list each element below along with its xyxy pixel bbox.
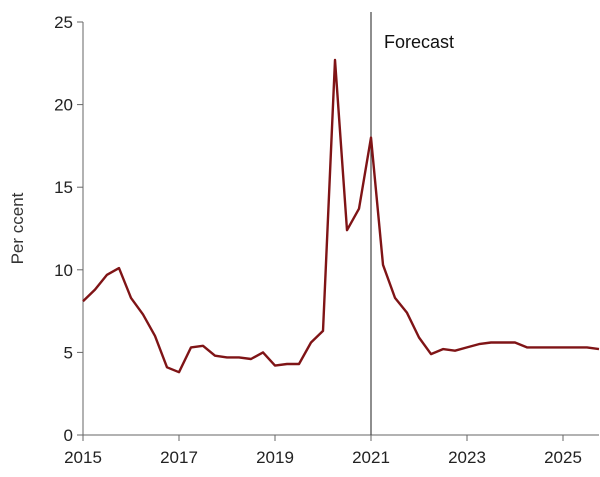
y-tick-label: 5: [64, 343, 73, 362]
y-tick-label: 0: [64, 426, 73, 445]
x-tick-label: 2019: [256, 448, 294, 467]
x-tick-label: 2017: [160, 448, 198, 467]
x-tick-label: 2021: [352, 448, 390, 467]
y-tick-label: 25: [54, 13, 73, 32]
y-tick-label: 20: [54, 96, 73, 115]
x-tick-label: 2025: [544, 448, 582, 467]
y-axis-ticks: 0 5 10 15 20 25: [54, 13, 83, 445]
y-axis-title: Per ccent: [8, 192, 27, 264]
x-tick-label: 2015: [64, 448, 102, 467]
y-tick-label: 15: [54, 178, 73, 197]
x-axis-ticks: 2015 2017 2019 2021 2023 2025: [64, 435, 582, 467]
y-tick-label: 10: [54, 261, 73, 280]
forecast-annotation: Forecast: [384, 32, 454, 52]
x-tick-label: 2023: [448, 448, 486, 467]
axes: [82, 22, 599, 436]
series-line: [82, 58, 600, 374]
